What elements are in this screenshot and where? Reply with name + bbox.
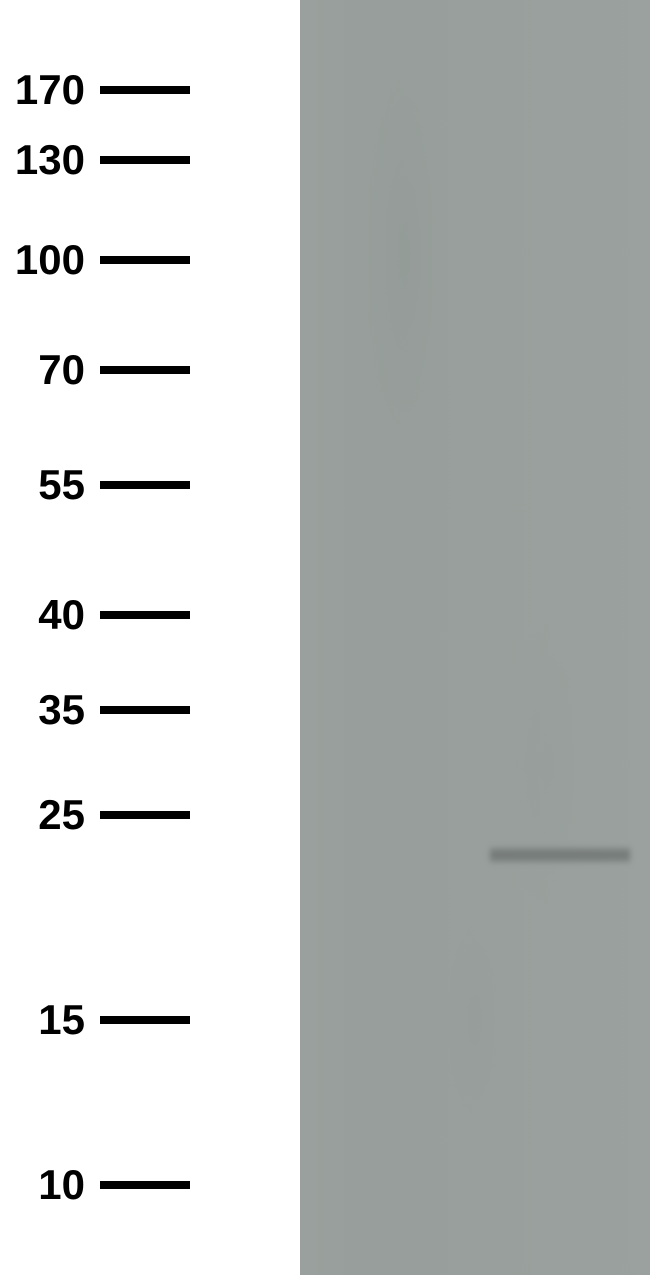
ladder-marker: 130 [0, 136, 230, 184]
ladder-marker-label: 35 [0, 686, 100, 734]
ladder-marker: 10 [0, 1161, 230, 1209]
ladder-marker: 100 [0, 236, 230, 284]
ladder-marker: 70 [0, 346, 230, 394]
ladder-marker-tick [100, 706, 190, 714]
ladder-marker-tick [100, 1016, 190, 1024]
ladder-marker-tick [100, 86, 190, 94]
molecular-weight-ladder: 170 130 100 70 55 40 35 25 15 10 [0, 0, 300, 1275]
ladder-marker-label: 15 [0, 996, 100, 1044]
western-blot-figure: 170 130 100 70 55 40 35 25 15 10 [0, 0, 650, 1275]
ladder-marker-label: 10 [0, 1161, 100, 1209]
ladder-marker: 25 [0, 791, 230, 839]
ladder-marker-tick [100, 481, 190, 489]
membrane-texture [300, 0, 650, 1275]
ladder-marker: 40 [0, 591, 230, 639]
ladder-marker-label: 70 [0, 346, 100, 394]
ladder-marker-label: 100 [0, 236, 100, 284]
ladder-marker-tick [100, 256, 190, 264]
ladder-marker-label: 55 [0, 461, 100, 509]
ladder-marker-tick [100, 1181, 190, 1189]
blot-membrane [300, 0, 650, 1275]
ladder-marker: 55 [0, 461, 230, 509]
ladder-marker-label: 40 [0, 591, 100, 639]
ladder-marker-tick [100, 156, 190, 164]
ladder-marker-tick [100, 366, 190, 374]
ladder-marker-tick [100, 811, 190, 819]
protein-band [490, 846, 630, 864]
ladder-marker-label: 130 [0, 136, 100, 184]
ladder-marker: 35 [0, 686, 230, 734]
ladder-marker-label: 25 [0, 791, 100, 839]
ladder-marker-label: 170 [0, 66, 100, 114]
ladder-marker: 170 [0, 66, 230, 114]
ladder-marker-tick [100, 611, 190, 619]
ladder-marker: 15 [0, 996, 230, 1044]
